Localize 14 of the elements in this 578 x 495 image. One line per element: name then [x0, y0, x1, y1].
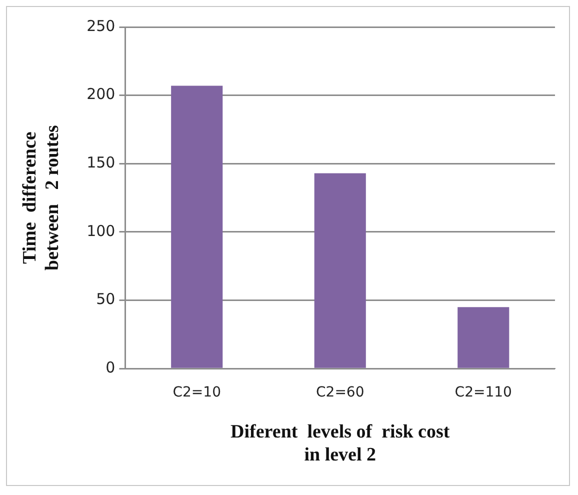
x-axis-title: Diferent levels of risk cost in level 2 [230, 422, 450, 466]
bar [171, 86, 223, 368]
x-tick-label: C2=10 [172, 384, 221, 401]
x-tick-label: C2=60 [316, 384, 364, 401]
y-tick-label: 100 [86, 222, 116, 240]
x-tick-label: C2=110 [454, 384, 512, 401]
bar [314, 173, 366, 368]
y-tick-label: 250 [86, 16, 116, 35]
y-tick-label: 200 [86, 85, 116, 104]
y-tick-label: 150 [86, 154, 116, 172]
y-axis-title: Time difference between 2 routes [19, 125, 64, 270]
y-tick-label: 50 [96, 290, 116, 308]
bar [458, 307, 510, 368]
y-tick-label: 0 [106, 358, 116, 376]
